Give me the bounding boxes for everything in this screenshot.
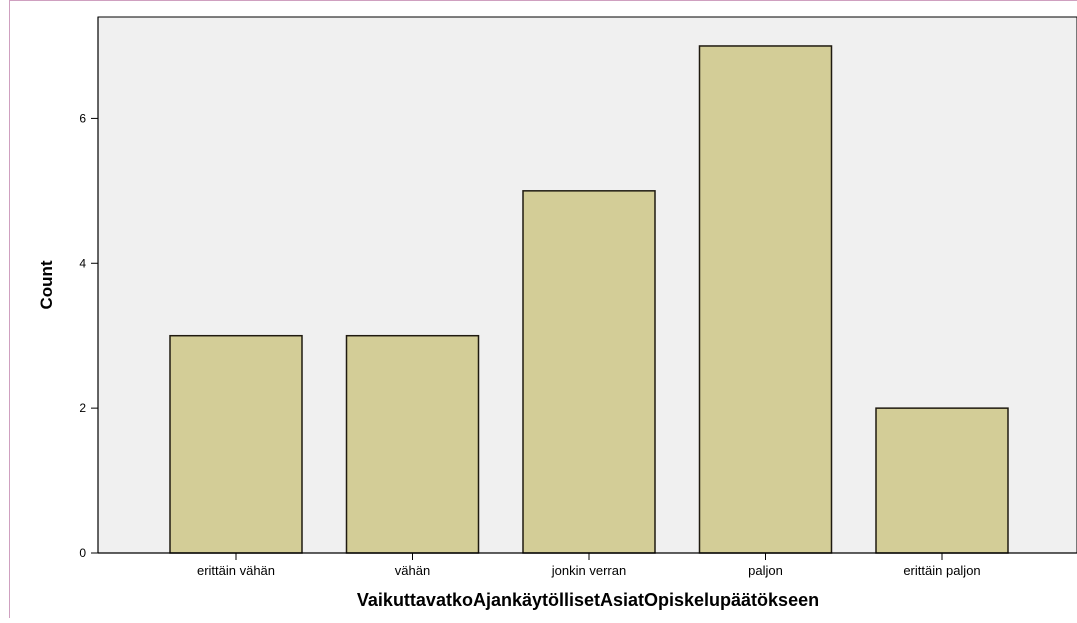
x-tick-label: erittäin paljon [903, 563, 980, 578]
x-tick-label: paljon [748, 563, 783, 578]
x-tick-label: jonkin verran [551, 563, 626, 578]
bars [169, 45, 1009, 554]
y-axis-label: Count [37, 260, 56, 309]
y-tick-label: 4 [79, 256, 86, 270]
y-tick-label: 6 [79, 111, 86, 125]
x-axis-label: VaikuttavatkoAjankäytöllisetAsiatOpiskel… [357, 590, 819, 610]
bar-4 [875, 407, 1009, 554]
x-tick-label: erittäin vähän [197, 563, 275, 578]
bar-2 [522, 190, 656, 554]
y-tick-label: 2 [79, 401, 86, 415]
y-axis-ticks: 0 2 4 6 [79, 111, 98, 560]
bar-3 [698, 45, 833, 554]
x-tick-label: vähän [395, 563, 430, 578]
outer-border-top [9, 0, 1077, 1]
bar-0 [169, 334, 303, 554]
y-tick-label: 0 [79, 546, 86, 560]
outer-border-left [9, 0, 10, 618]
x-axis-ticks: erittäin vähän vähän jonkin verran paljon er… [197, 553, 981, 578]
bar-1 [345, 334, 480, 554]
